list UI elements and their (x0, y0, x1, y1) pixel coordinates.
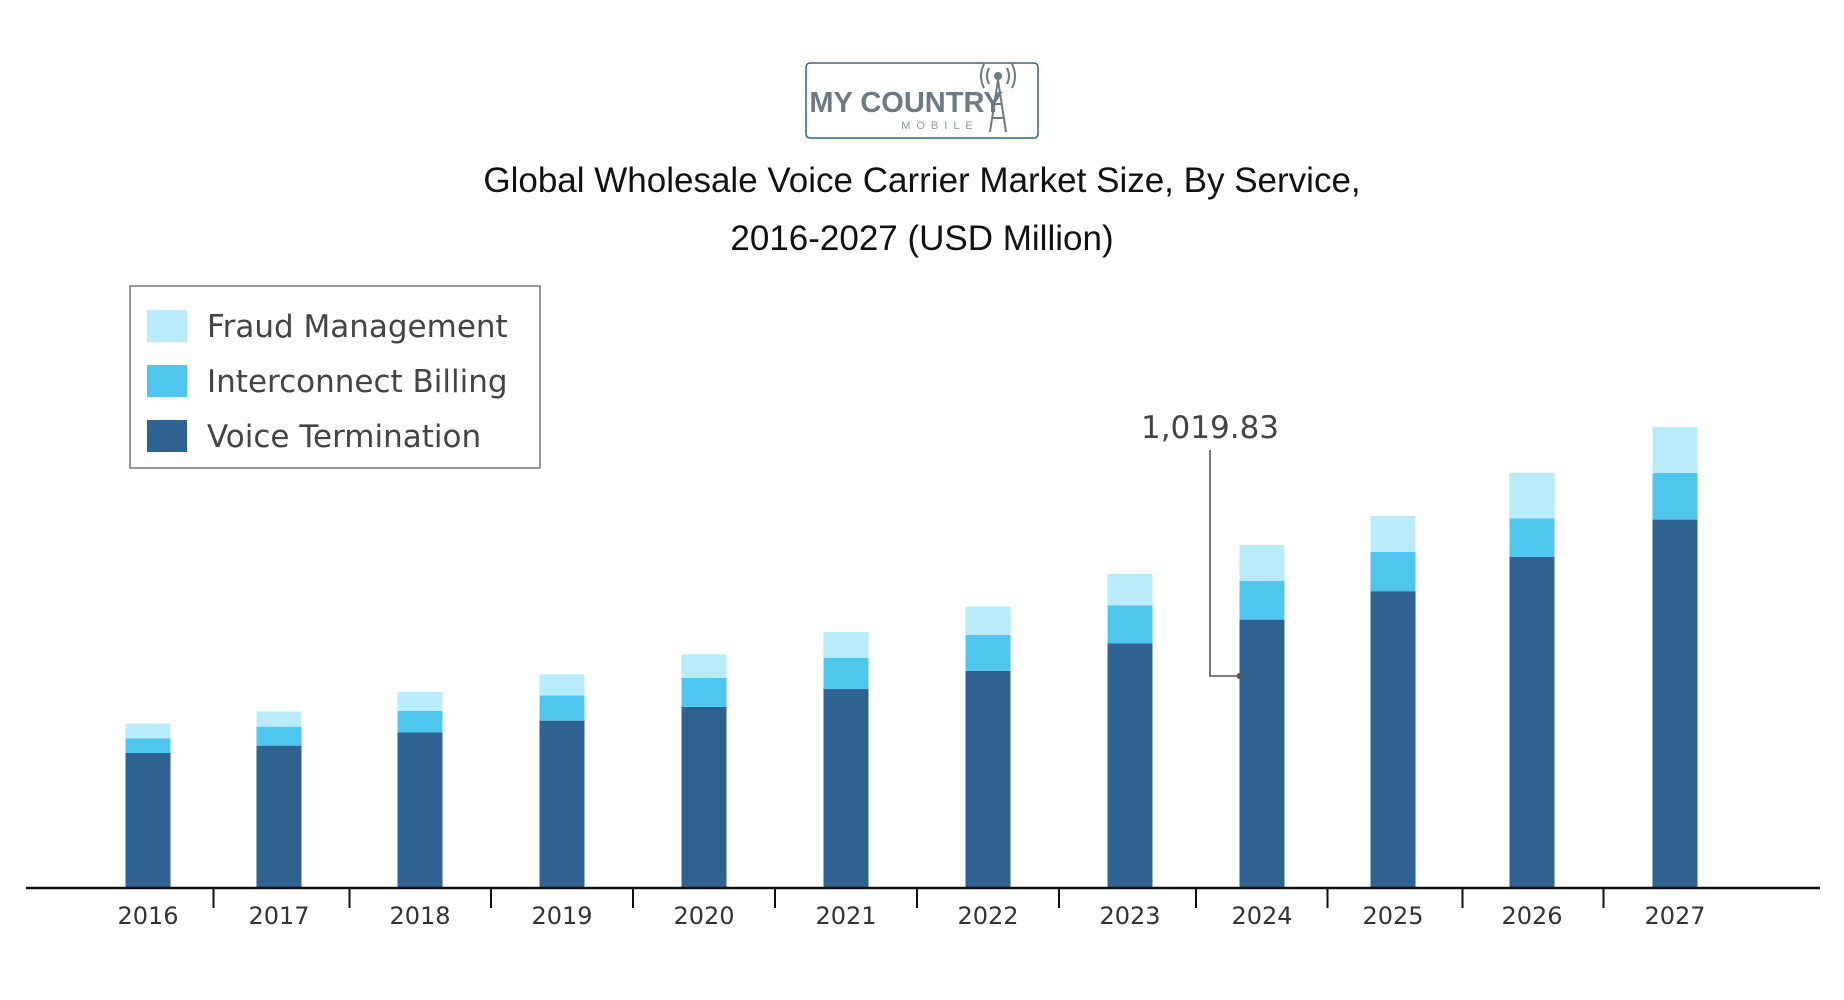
x-tick-label: 2022 (957, 902, 1018, 930)
legend-swatch (147, 420, 187, 452)
x-axis: 2016 2017 2018 2019 2020 2021 2022 2023 2024 2025… (26, 886, 1820, 930)
bar-segment (1370, 551, 1416, 592)
radio-tower-icon (980, 63, 1016, 133)
logo: MY COUNTRY MOBILE (805, 62, 1039, 139)
legend-swatch (147, 310, 187, 342)
bar-segment (1652, 473, 1698, 520)
x-tick-label: 2023 (1099, 902, 1160, 930)
x-tick-label: 2027 (1644, 902, 1705, 930)
logo-subtext: MOBILE (901, 120, 979, 132)
bar-segment (1107, 605, 1153, 644)
legend-label: Fraud Management (207, 309, 508, 345)
bar-segment (125, 753, 171, 888)
bar-segment (823, 689, 869, 888)
bar-segment (397, 710, 443, 733)
annotation-leader (1209, 450, 1240, 677)
bar-segment (1107, 574, 1153, 606)
bar-segment (1652, 426, 1698, 473)
bar-segment (1239, 545, 1285, 581)
legend-swatch (147, 365, 187, 397)
x-tick-label: 2024 (1231, 902, 1292, 930)
x-tick-label: 2018 (389, 902, 450, 930)
bar-segment (256, 726, 302, 746)
legend-frame (129, 285, 541, 469)
bar-segment (1239, 580, 1285, 620)
legend-label: Interconnect Billing (207, 364, 508, 400)
bar-segment (965, 670, 1011, 888)
bar-segment (1370, 591, 1416, 888)
x-tick-label: 2025 (1362, 902, 1423, 930)
x-tick-label: 2020 (673, 902, 734, 930)
bar-segment (823, 658, 869, 690)
bars (125, 426, 1698, 888)
bar-segment (125, 723, 171, 739)
x-tick-label: 2016 (117, 902, 178, 930)
bar-segment (1652, 519, 1698, 888)
annotation-dot (1236, 673, 1243, 679)
bar-segment (823, 631, 869, 658)
bar-segment (681, 654, 727, 678)
annotation: 1,019.83 (1141, 410, 1279, 679)
bar-segment (256, 745, 302, 888)
bar-segment (125, 738, 171, 753)
x-tick-label: 2026 (1501, 902, 1562, 930)
bar-segment (1107, 643, 1153, 888)
x-tick-label: 2017 (248, 902, 309, 930)
annotation-label: 1,019.83 (1141, 410, 1279, 446)
bar-segment (1239, 619, 1285, 888)
bar-segment (1370, 515, 1416, 552)
bar-segment (397, 732, 443, 888)
x-tick-label: 2019 (531, 902, 592, 930)
bar-segment (256, 711, 302, 727)
chart-subtitle: 2016-2027 (USD Million) (730, 219, 1113, 258)
legend: Fraud Management Interconnect Billing Voic… (129, 285, 541, 469)
logo-text: MY COUNTRY (809, 87, 1002, 119)
bar-segment (1509, 556, 1555, 888)
bar-segment (965, 634, 1011, 671)
bar-segment (539, 674, 585, 696)
bar-segment (397, 691, 443, 711)
legend-label: Voice Termination (207, 419, 481, 455)
bar-segment (1509, 472, 1555, 519)
bar-segment (965, 606, 1011, 635)
bar-segment (539, 695, 585, 721)
x-tick-label: 2021 (815, 902, 876, 930)
bar-segment (1509, 518, 1555, 557)
bar-segment (539, 720, 585, 888)
chart-title: Global Wholesale Voice Carrier Market Si… (483, 161, 1360, 200)
bar-segment (681, 678, 727, 707)
bar-segment (681, 706, 727, 888)
